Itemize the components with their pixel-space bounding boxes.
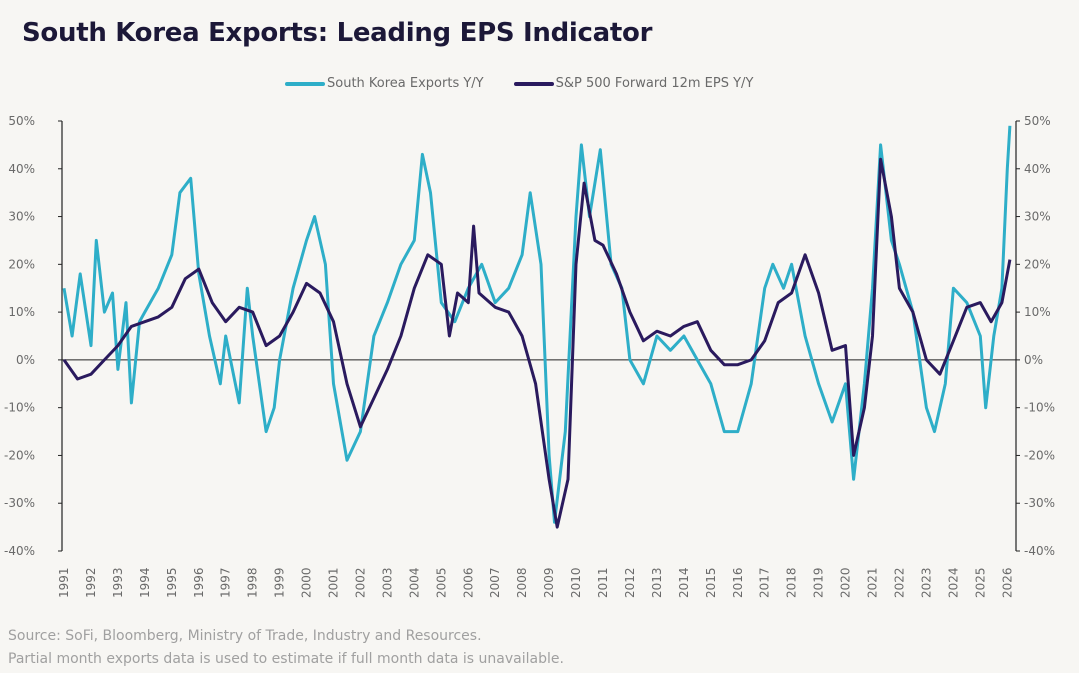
- x-tick-label: 2024: [946, 567, 960, 598]
- x-tick-label: 2003: [380, 567, 394, 598]
- x-tick-label: 1996: [192, 567, 206, 598]
- x-tick-label: 2022: [892, 567, 906, 598]
- x-tick-label: 2021: [866, 567, 880, 598]
- x-tick-label: 2015: [704, 567, 718, 598]
- x-tick-label: 2014: [677, 567, 691, 598]
- x-tick-label: 1997: [219, 567, 233, 598]
- x-tick-label: 2018: [785, 567, 799, 598]
- x-tick-label: 2019: [812, 567, 826, 598]
- x-tick-label: 2005: [434, 567, 448, 598]
- series-line-eps: [62, 157, 1012, 529]
- y-tick-label-right: 0%: [1024, 353, 1043, 367]
- x-tick-label: 2006: [461, 567, 475, 598]
- x-tick-label: 2001: [327, 567, 341, 598]
- x-tick-label: 2025: [973, 567, 987, 598]
- x-tick-label: 1992: [84, 567, 98, 598]
- source-note: Source: SoFi, Bloomberg, Ministry of Tra…: [8, 628, 482, 644]
- y-tick-label-left: 30%: [8, 210, 35, 224]
- x-tick-label: 2023: [919, 567, 933, 598]
- x-tick-label: 1995: [165, 567, 179, 598]
- series-line-exports: [62, 125, 1012, 524]
- y-tick-label-right: -40%: [1024, 544, 1055, 558]
- legend-swatch-eps: [513, 81, 554, 86]
- x-tick-label: 1994: [138, 567, 152, 598]
- x-tick-label: 1993: [111, 567, 125, 598]
- legend-item-exports: South Korea Exports Y/Y: [285, 76, 484, 91]
- legend-swatch-exports: [285, 81, 325, 86]
- x-tick-label: 1998: [246, 567, 260, 598]
- y-tick-label-left: -10%: [4, 401, 35, 415]
- y-tick-label-right: 40%: [1024, 162, 1051, 176]
- legend-label-exports: South Korea Exports Y/Y: [327, 76, 484, 91]
- x-tick-label: 2016: [731, 567, 745, 598]
- x-tick-label: 2002: [353, 567, 367, 598]
- y-tick-label-right: 50%: [1024, 114, 1051, 128]
- x-tick-label: 1991: [57, 567, 71, 598]
- chart-title: South Korea Exports: Leading EPS Indicat…: [22, 18, 653, 48]
- y-tick-label-left: -40%: [4, 544, 35, 558]
- x-tick-label: 2012: [623, 567, 637, 598]
- y-tick-label-left: -30%: [4, 496, 35, 510]
- x-tick-label: 2008: [515, 567, 529, 598]
- y-tick-label-left: 40%: [8, 162, 35, 176]
- x-tick-label: 2011: [596, 567, 610, 598]
- y-tick-label-right: -10%: [1024, 401, 1055, 415]
- x-tick-label: 1999: [273, 567, 287, 598]
- x-tick-label: 2007: [488, 567, 502, 598]
- y-tick-label-right: 10%: [1024, 305, 1051, 319]
- footnote: Partial month exports data is used to es…: [8, 651, 564, 667]
- x-tick-label: 2000: [300, 567, 314, 598]
- legend: South Korea Exports Y/Y S&P 500 Forward …: [285, 76, 753, 91]
- y-tick-label-right: 30%: [1024, 210, 1051, 224]
- y-tick-label-left: 0%: [16, 353, 35, 367]
- y-tick-label-right: -30%: [1024, 496, 1055, 510]
- y-tick-label-left: -20%: [4, 448, 35, 462]
- x-tick-label: 2020: [839, 567, 853, 598]
- legend-item-eps: S&P 500 Forward 12m EPS Y/Y: [513, 76, 754, 91]
- x-tick-label: 2013: [650, 567, 664, 598]
- y-tick-label-left: 50%: [8, 114, 35, 128]
- y-tick-label-right: -20%: [1024, 448, 1055, 462]
- x-tick-label: 2010: [569, 567, 583, 598]
- x-tick-label: 2017: [758, 567, 772, 598]
- y-tick-label-left: 10%: [8, 305, 35, 319]
- y-tick-label-left: 20%: [8, 257, 35, 271]
- x-tick-label: 2004: [407, 567, 421, 598]
- x-tick-label: 2009: [542, 567, 556, 598]
- legend-label-eps: S&P 500 Forward 12m EPS Y/Y: [555, 76, 754, 91]
- y-tick-label-right: 20%: [1024, 257, 1051, 271]
- x-tick-label: 2026: [1000, 567, 1014, 598]
